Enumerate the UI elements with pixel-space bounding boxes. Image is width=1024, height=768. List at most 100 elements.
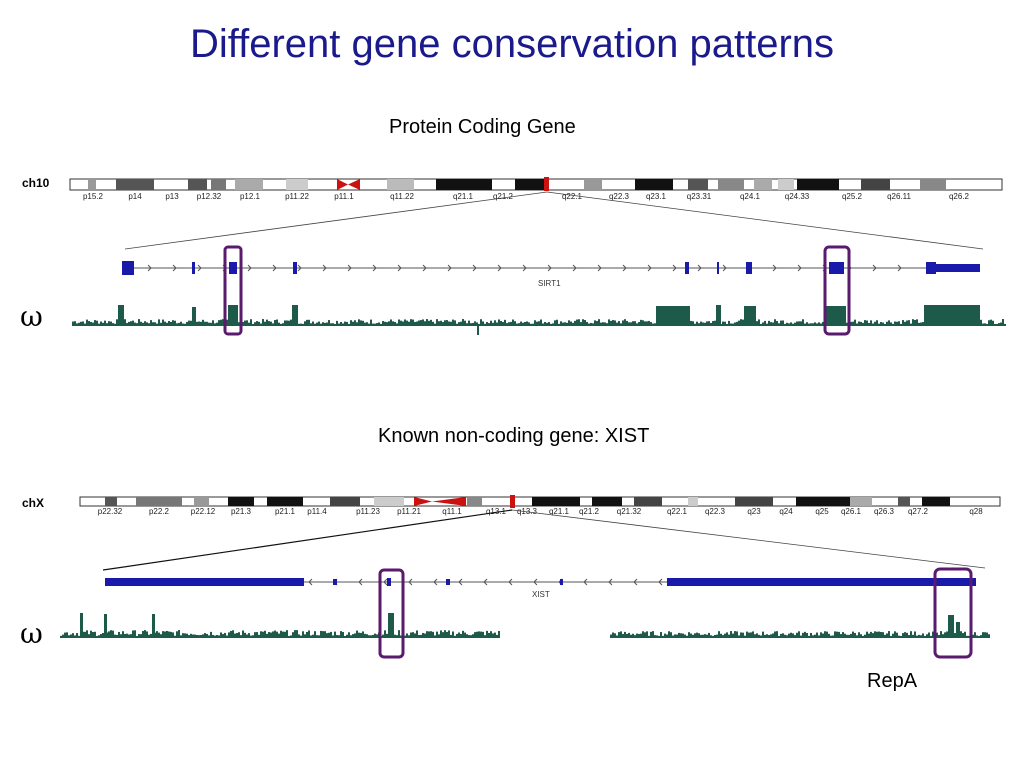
conservation-bar xyxy=(994,323,996,326)
conservation-bar xyxy=(882,632,884,638)
conservation-bar xyxy=(90,321,92,326)
conservation-bar xyxy=(874,631,876,638)
conservation-bar xyxy=(124,319,126,326)
conservation-bar xyxy=(778,323,780,326)
strand-chevron xyxy=(522,264,527,272)
conservation-bar xyxy=(660,632,662,638)
conservation-bar xyxy=(578,319,580,326)
conservation-bar xyxy=(494,632,496,638)
conservation-bar xyxy=(892,633,894,638)
conservation-bar xyxy=(462,319,464,326)
conservation-bar xyxy=(114,323,116,326)
conservation-bar xyxy=(352,634,354,638)
conservation-bar xyxy=(812,323,814,326)
conservation-bar xyxy=(312,634,314,638)
conservation-bar xyxy=(70,634,72,638)
conservation-bar xyxy=(850,633,852,638)
conservation-bar xyxy=(364,322,366,326)
conservation-bar xyxy=(938,634,940,638)
conservation-bar xyxy=(932,631,934,638)
conservation-bar xyxy=(804,631,806,638)
conservation-bar xyxy=(704,322,706,326)
conservation-bar xyxy=(608,319,610,326)
conservation-bar xyxy=(978,635,980,638)
conservation-bar xyxy=(488,323,490,326)
conservation-bar xyxy=(758,634,760,638)
conservation-bar xyxy=(844,633,846,638)
conservation-bar xyxy=(374,323,376,326)
conservation-bar xyxy=(370,319,372,326)
conservation-bar xyxy=(134,630,136,638)
band-labels-chX: p22.32 p22.2 p22.12 p21.3 p21.1 p11.4 p11.23 p1… xyxy=(98,507,983,516)
conservation-bar xyxy=(452,319,454,326)
conservation-bar xyxy=(72,633,74,638)
strand-chevron xyxy=(547,264,552,272)
conservation-bar xyxy=(228,632,230,638)
conservation-bar xyxy=(804,323,806,326)
band-label: q21.2 xyxy=(493,192,514,201)
conservation-bar xyxy=(1004,323,1006,326)
conservation-bar xyxy=(574,320,576,326)
conservation-bar xyxy=(162,319,164,326)
conservation-bar xyxy=(412,632,414,638)
conservation-bar xyxy=(858,321,860,326)
conservation-bar xyxy=(626,633,628,638)
band-label: q22.1 xyxy=(667,507,688,516)
conservation-bar xyxy=(744,635,746,638)
conservation-bar xyxy=(536,321,538,326)
conservation-bar xyxy=(426,319,428,326)
conservation-bar xyxy=(698,323,700,326)
conservation-bar xyxy=(196,321,198,326)
conservation-bar xyxy=(260,323,262,326)
conservation-bar xyxy=(468,635,470,638)
conservation-bar xyxy=(162,631,164,638)
conservation-bar xyxy=(998,323,1000,326)
conservation-bar xyxy=(520,321,522,326)
conservation-bar xyxy=(628,632,630,638)
conservation-bar xyxy=(248,633,250,638)
band-label: q27.2 xyxy=(908,507,929,516)
conservation-bar xyxy=(722,321,724,326)
conservation-bar xyxy=(924,635,926,638)
conservation-bar xyxy=(100,634,102,638)
conservation-bar xyxy=(354,320,356,326)
conservation-bar xyxy=(78,322,80,326)
conservation-bar xyxy=(200,634,202,638)
conservation-bar xyxy=(544,321,546,326)
strand-chevron xyxy=(483,578,488,586)
conservation-bar xyxy=(718,631,720,638)
conservation-bar xyxy=(808,635,810,638)
conservation-bar xyxy=(284,631,286,638)
conservation-bar xyxy=(820,323,822,326)
band-label: q23.31 xyxy=(687,192,712,201)
conservation-bar xyxy=(318,321,320,326)
conservation-bar xyxy=(590,322,592,326)
conservation-bar xyxy=(336,635,338,638)
strand-chevron xyxy=(297,264,302,272)
conservation-bar xyxy=(254,632,256,638)
conservation-bar xyxy=(368,323,370,326)
conservation-bar xyxy=(254,322,256,326)
conservation-bar xyxy=(126,323,128,326)
conservation-bar xyxy=(436,319,438,326)
strand-chevron xyxy=(583,578,588,586)
conservation-bar xyxy=(968,635,970,638)
conservation-bar xyxy=(226,635,228,638)
conservation-bar xyxy=(524,321,526,326)
conservation-bar xyxy=(450,634,452,638)
conservation-bar xyxy=(308,630,310,638)
conservation-bar xyxy=(576,319,578,326)
conservation-bar xyxy=(766,323,768,326)
conservation-bar xyxy=(280,323,282,326)
conservation-bar xyxy=(618,632,620,638)
conservation-bar xyxy=(346,634,348,638)
conservation-bar xyxy=(562,322,564,326)
conservation-bar xyxy=(456,323,458,326)
conservation-bar xyxy=(454,635,456,638)
conservation-bar xyxy=(196,635,198,638)
band-label: p22.2 xyxy=(149,507,170,516)
conservation-bar xyxy=(136,323,138,326)
conservation-bar xyxy=(784,323,786,326)
band-label: q24 xyxy=(779,507,793,516)
conservation-bar xyxy=(218,635,220,638)
